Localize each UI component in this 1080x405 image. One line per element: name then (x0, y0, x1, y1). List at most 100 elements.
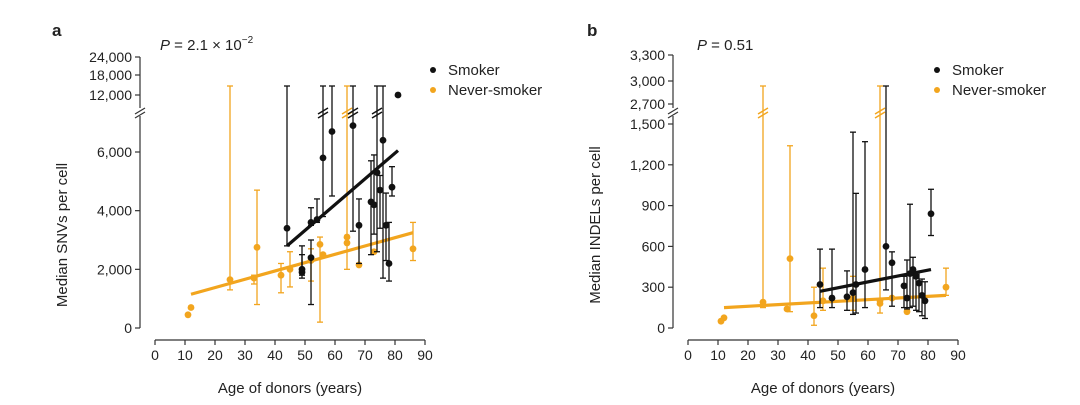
error-bar-break (347, 107, 359, 115)
y-tick-label: 900 (642, 198, 666, 214)
y-tick-label: 300 (642, 279, 666, 295)
data-point (328, 128, 336, 135)
y-tick-label: 1,500 (630, 116, 665, 132)
data-point (810, 312, 818, 320)
series-never-smoker (184, 85, 417, 323)
y-tick-label: 3,300 (630, 47, 665, 63)
data-point (861, 266, 869, 273)
data-point (942, 283, 950, 291)
data-point (373, 169, 381, 176)
error-bar-break (371, 107, 383, 115)
error-bar-break (371, 111, 383, 119)
data-point (379, 136, 387, 144)
error-bar-break (874, 111, 886, 119)
x-axis-label: Age of donors (years) (751, 380, 895, 397)
x-axis-label: Age of donors (years) (218, 380, 362, 397)
p-value: P = 0.51 (697, 37, 753, 54)
p-value-exponent: −2 (242, 35, 254, 46)
error-bar-break (341, 107, 353, 115)
data-point (882, 243, 890, 250)
legend-label: Never-smoker (952, 82, 1046, 99)
y-tick-label: 600 (642, 238, 666, 254)
series-smoker (816, 85, 935, 320)
data-point (286, 265, 294, 273)
panel-label: a (52, 21, 62, 40)
legend-label: Smoker (952, 62, 1004, 79)
data-point (283, 224, 291, 232)
x-tick-label: 30 (770, 347, 786, 363)
data-point (921, 297, 929, 305)
data-point (783, 305, 791, 313)
x-tick-label: 80 (387, 347, 403, 363)
data-point (819, 297, 827, 305)
data-point (343, 239, 351, 247)
data-point (888, 259, 896, 267)
x-tick-label: 70 (890, 347, 906, 363)
series-smoker (283, 85, 402, 306)
y-tick-label: 12,000 (89, 87, 132, 103)
data-point (927, 210, 935, 218)
x-tick-label: 0 (684, 347, 692, 363)
data-point (226, 276, 234, 283)
axis-break-mark (134, 111, 146, 119)
error-bar-break (317, 111, 329, 119)
p-value-symbol: P (697, 37, 707, 54)
error-bar-break (874, 107, 886, 115)
axis-break-mark (667, 107, 679, 115)
trend-line (285, 149, 400, 248)
data-point (903, 308, 911, 316)
x-tick-label: 40 (800, 347, 816, 363)
legend-marker (430, 67, 436, 73)
x-tick-label: 90 (950, 347, 966, 363)
data-point (298, 265, 306, 273)
y-tick-label: 24,000 (89, 49, 132, 65)
data-point (307, 254, 315, 261)
x-tick-label: 20 (740, 347, 756, 363)
data-point (355, 221, 363, 229)
p-value-eq: = 0.51 (707, 37, 753, 54)
trend-line (819, 267, 932, 293)
data-point (816, 281, 824, 288)
data-point (786, 255, 794, 263)
x-tick-label: 50 (297, 347, 313, 363)
y-tick-label: 3,000 (630, 73, 665, 89)
data-point (319, 154, 327, 162)
error-bar-break (347, 111, 359, 119)
data-point (343, 233, 351, 241)
p-value: P = 2.1 × 10−2 (160, 35, 254, 54)
data-point (250, 274, 258, 282)
y-tick-label: 1,200 (630, 157, 665, 173)
data-point (253, 243, 261, 251)
axis-break-mark (134, 107, 146, 115)
data-point (912, 272, 920, 280)
y-axis-label: Median INDELs per cell (587, 146, 604, 304)
y-tick-label: 0 (124, 320, 132, 336)
data-point (184, 311, 192, 319)
legend-label: Never-smoker (448, 82, 542, 99)
x-tick-label: 10 (710, 347, 726, 363)
data-point (903, 294, 911, 302)
x-tick-label: 10 (177, 347, 193, 363)
data-point (376, 186, 384, 194)
data-point (852, 281, 860, 288)
data-point (409, 245, 417, 253)
x-tick-label: 90 (417, 347, 433, 363)
x-tick-label: 0 (151, 347, 159, 363)
data-point (313, 216, 321, 223)
data-point (307, 219, 315, 226)
x-tick-label: 70 (357, 347, 373, 363)
data-point (720, 314, 728, 322)
y-tick-label: 2,000 (97, 261, 132, 277)
x-tick-label: 60 (860, 347, 876, 363)
x-tick-label: 80 (920, 347, 936, 363)
data-point (370, 201, 378, 209)
data-point (349, 122, 357, 129)
data-point (394, 91, 402, 99)
y-axis-label: Median SNVs per cell (54, 163, 71, 307)
x-tick-label: 50 (830, 347, 846, 363)
error-bar-break (757, 107, 769, 115)
legend-label: Smoker (448, 62, 500, 79)
data-point (900, 282, 908, 290)
